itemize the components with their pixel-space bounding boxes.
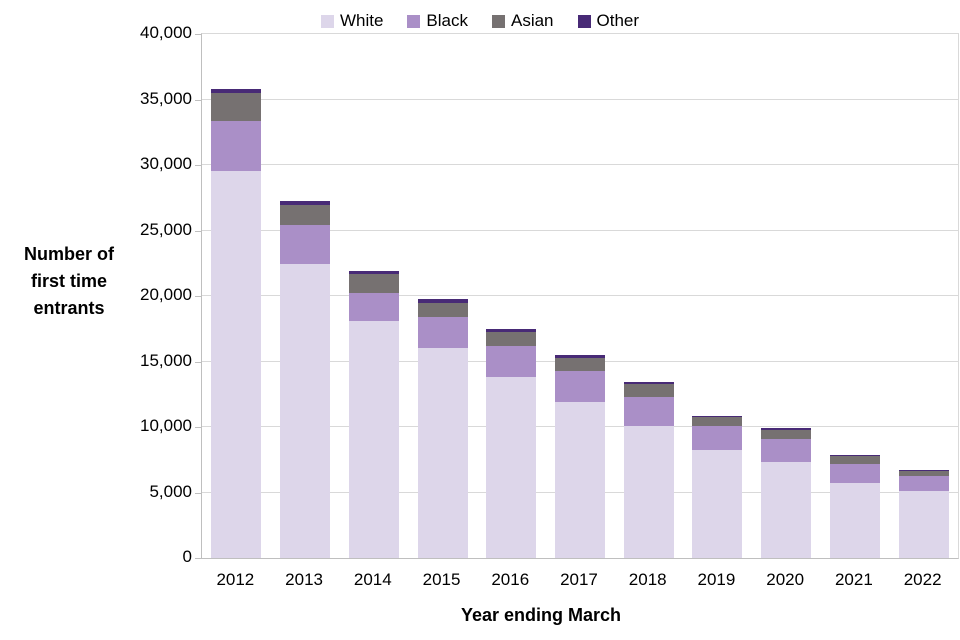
x-axis-tick-label: 2018 (628, 570, 667, 589)
bar-segment-asian-2019 (692, 417, 743, 427)
y-axis-tick-mark (195, 34, 201, 35)
y-axis-title: Number of first time entrants (24, 244, 114, 318)
bar-segment-white-2016 (486, 377, 537, 558)
bar-segment-black-2021 (829, 464, 880, 484)
bar-segment-other-2013 (280, 201, 331, 205)
bar-segment-white-2015 (417, 347, 468, 558)
bar-segment-black-2019 (692, 426, 743, 450)
legend-label: Other (596, 11, 640, 30)
bar-segment-black-2020 (761, 439, 812, 462)
bar-segment-asian-2022 (898, 470, 949, 477)
x-axis-tick-label: 2013 (285, 570, 323, 589)
bar-segment-asian-2015 (417, 302, 468, 317)
plot-area (195, 33, 959, 559)
bar-segment-asian-2020 (761, 429, 812, 440)
y-axis-tick-label: 15,000 (140, 350, 192, 370)
legend-item-black: Black (407, 12, 468, 30)
bar-segment-white-2018 (623, 426, 674, 558)
bar-segment-black-2022 (898, 476, 949, 492)
bar-segment-black-2013 (280, 225, 331, 264)
y-axis-tick-label: 35,000 (140, 88, 192, 108)
gridline (202, 164, 958, 165)
bar-segment-other-2020 (761, 428, 812, 430)
legend-item-asian: Asian (491, 11, 554, 30)
gridline (202, 98, 958, 100)
bar-segment-asian-2012 (211, 92, 262, 122)
y-axis-tick-label: 0 (182, 547, 192, 566)
y-axis-tick-mark (195, 230, 201, 232)
x-axis-tick-label: 2020 (766, 570, 805, 589)
bar-segment-other-2015 (417, 298, 468, 303)
y-axis-tick-label: 25,000 (140, 219, 192, 239)
y-axis-tick-label: 5,000 (149, 481, 192, 501)
bar-segment-other-2019 (692, 415, 743, 418)
y-axis-tick-label: 40,000 (140, 23, 192, 42)
y-axis-tick-label: 20,000 (140, 285, 192, 304)
legend-swatch-icon (407, 14, 421, 28)
bar-segment-black-2014 (348, 292, 399, 321)
legend-swatch-icon (320, 14, 334, 28)
bar-segment-white-2021 (829, 483, 880, 558)
x-axis-tick-label: 2016 (491, 570, 530, 589)
chart-legend: White Black Asian Other (0, 11, 960, 31)
y-axis-tick-mark (195, 427, 201, 428)
x-axis-tick-label: 2017 (560, 570, 598, 589)
y-axis-tick-label: 10,000 (140, 416, 192, 435)
x-axis-tick-label: 2014 (353, 570, 392, 589)
bar-segment-asian-2021 (829, 456, 880, 465)
bar-segment-other-2021 (829, 455, 880, 457)
x-axis-title: Year ending March (460, 605, 622, 625)
bar-segment-asian-2013 (280, 204, 331, 226)
legend-item-white: White (320, 11, 384, 30)
bar-segment-other-2022 (898, 469, 949, 471)
bar-segment-black-2016 (486, 346, 537, 378)
gridline (202, 229, 958, 231)
y-axis-tick-mark (195, 558, 201, 559)
bar-segment-black-2012 (211, 121, 262, 171)
gridline (202, 295, 958, 296)
legend-label: Asian (510, 11, 554, 30)
bar-segment-white-2022 (898, 491, 949, 558)
y-axis-tick-mark (195, 296, 201, 297)
bar-segment-black-2015 (417, 316, 468, 348)
bar-segment-white-2020 (761, 461, 812, 558)
bar-segment-other-2016 (486, 328, 537, 333)
x-axis-tick-label: 2012 (216, 570, 255, 589)
bar-segment-other-2017 (555, 354, 605, 358)
legend-label: White (339, 11, 384, 30)
bar-segment-other-2014 (348, 271, 399, 275)
y-axis-tick-mark (195, 99, 201, 101)
bar-segment-black-2017 (555, 371, 605, 403)
y-axis-tick-mark (195, 492, 201, 494)
bar-segment-white-2019 (692, 449, 743, 558)
bar-segment-white-2014 (348, 320, 399, 558)
legend-swatch-icon (577, 14, 591, 28)
bar-segment-black-2018 (623, 396, 674, 427)
y-axis-tick-label: 30,000 (140, 154, 192, 173)
bar-segment-asian-2018 (623, 383, 674, 397)
bar-segment-white-2013 (280, 263, 331, 558)
bar-segment-other-2012 (211, 89, 262, 93)
legend-swatch-icon (491, 14, 505, 28)
bar-segment-white-2012 (211, 170, 262, 558)
y-axis-tick-mark (195, 361, 201, 363)
x-axis-tick-label: 2021 (834, 570, 873, 589)
x-axis-tick-label: 2022 (903, 570, 942, 589)
bar-segment-asian-2016 (486, 332, 537, 347)
x-axis-tick-label: 2015 (422, 570, 461, 589)
bar-segment-white-2017 (555, 402, 605, 558)
legend-label: Black (426, 11, 468, 30)
legend-item-other: Other (577, 11, 640, 30)
bar-segment-other-2018 (623, 382, 674, 384)
x-axis-tick-label: 2019 (697, 570, 736, 589)
y-axis-tick-mark (195, 165, 201, 166)
bar-segment-asian-2017 (555, 357, 605, 372)
bar-segment-asian-2014 (348, 274, 399, 293)
